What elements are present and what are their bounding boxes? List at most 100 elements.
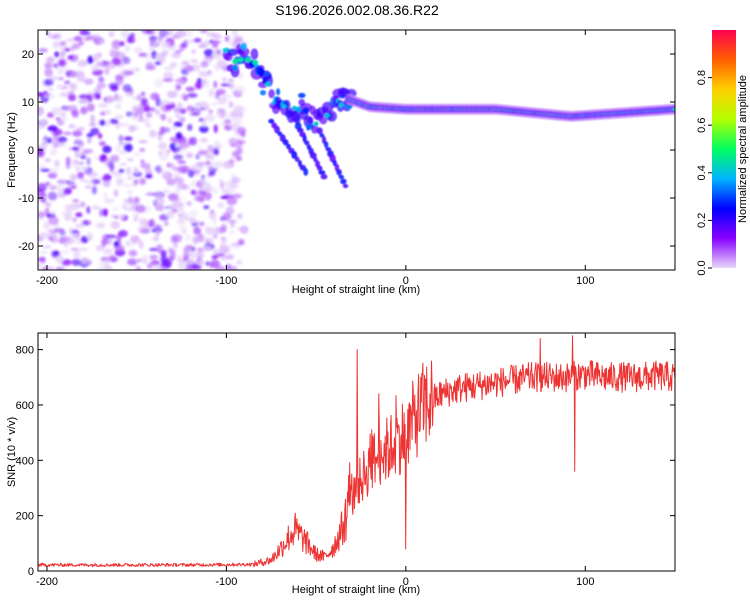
spectrogram-noise-blob: [163, 72, 174, 79]
spectrogram-noise-blob: [96, 82, 106, 89]
spectrogram-plot-area: [38, 30, 675, 270]
spectrogram-noise-blob: [194, 81, 204, 90]
spectrogram-noise-blob: [155, 165, 162, 174]
spectrogram-noise-blob: [47, 172, 58, 179]
spectrogram-noise-blob: [213, 80, 218, 89]
spectrogram-noise-blob: [78, 40, 84, 46]
spectrogram-noise-blob: [107, 238, 113, 245]
spectrogram-noise-blob: [55, 117, 61, 121]
spectrogram-noise-blob: [80, 201, 86, 208]
spectrogram-noise-blob: [115, 74, 124, 81]
spectrogram-noise-blob: [217, 96, 228, 105]
spectrogram-noise-blob: [69, 83, 76, 90]
spectrogram-noise-blob: [125, 45, 131, 52]
spectrogram-noise-blob: [166, 90, 178, 99]
spectrogram-noise-blob: [52, 40, 62, 47]
spectrogram-noise-blob: [102, 61, 111, 65]
spectrogram-noise-blob: [181, 70, 190, 76]
spectrogram-ridge-mark: [291, 151, 298, 159]
spectrogram-noise-blob: [211, 102, 219, 106]
spectrogram-noise-blob: [102, 179, 111, 188]
spectrogram-ridge-mark: [309, 152, 317, 159]
spectrogram-noise-blob: [149, 45, 155, 51]
spectrogram-y-ticks: -20 -10 0 10 20: [18, 49, 675, 253]
spectrogram-noise-blob: [57, 58, 68, 68]
spectrogram-noise-blob: [163, 220, 169, 227]
spectrogram-ridge-mark: [297, 127, 304, 133]
snr-x-label: Height of straight line (km): [292, 584, 420, 596]
spectrogram-noise-blob: [86, 206, 91, 214]
spectrogram-noise-blob: [105, 95, 115, 104]
spectrogram-noise-blob: [40, 168, 51, 172]
spectrogram-noise-blob: [110, 155, 120, 163]
spectrogram-noise-blob: [166, 210, 175, 219]
spectrogram-noise-blob: [52, 250, 60, 257]
spectrogram-noise-blob: [136, 118, 145, 123]
spectrogram-y-tick-label: 10: [22, 97, 34, 109]
spectrogram-y-tick-label: 0: [28, 145, 34, 157]
spectrogram-noise-blob: [125, 166, 132, 176]
spectrogram-noise-blob: [237, 213, 243, 220]
spectrogram-noise-blob: [50, 210, 56, 216]
spectrogram-noise-blob: [86, 231, 94, 241]
spectrogram-noise-blob: [133, 179, 139, 185]
spectrogram-noise-blob: [57, 76, 64, 81]
spectrogram-noise-blob: [179, 79, 186, 85]
spectrogram-noise-blob: [155, 229, 161, 236]
spectrogram-noise-blob: [78, 99, 89, 104]
spectrogram-noise-blob: [183, 251, 190, 259]
spectrogram-noise-blob: [60, 249, 70, 255]
spectrogram-noise-blob: [138, 177, 147, 185]
spectrogram-noise-blob: [126, 176, 134, 181]
spectrogram-noise-blob: [68, 124, 76, 129]
spectrogram-noise-blob: [184, 233, 192, 242]
spectrogram-noise-blob: [98, 208, 104, 217]
spectrogram-noise-blob: [185, 86, 195, 92]
spectrogram-noise-blob: [193, 38, 202, 43]
spectrogram-noise-blob: [217, 202, 225, 208]
spectrogram-noise-blob: [160, 113, 167, 121]
spectrogram-noise-blob: [76, 126, 85, 132]
spectrogram-noise-blob: [38, 92, 43, 97]
spectrogram-noise-blob: [213, 48, 221, 55]
spectrogram-noise-blob: [73, 35, 83, 42]
spectrogram-noise-blob: [177, 262, 187, 270]
spectrogram-noise-blob: [77, 61, 88, 68]
spectrogram-noise-blob: [213, 232, 218, 239]
spectrogram-noise-blob: [206, 70, 213, 75]
spectrogram-noise-blob: [48, 216, 59, 225]
spectrogram-noise-blob: [98, 133, 103, 139]
spectrogram-noise-blob: [72, 198, 80, 203]
spectrogram-noise-blob: [178, 116, 186, 123]
spectrogram-noise-blob: [39, 192, 47, 199]
spectrogram-noise-blob: [65, 37, 77, 43]
spectrogram-noise-blob: [173, 146, 182, 151]
spectrogram-noise-blob: [42, 118, 49, 127]
spectrogram-noise-blob: [187, 124, 193, 131]
spectrogram-ridge-mark: [303, 106, 310, 114]
spectrogram-y-tick-label: -10: [18, 193, 34, 205]
spectrogram-noise-blob: [90, 178, 101, 185]
spectrogram-noise-blob: [204, 191, 212, 201]
spectrogram-noise-blob: [118, 168, 125, 173]
spectrogram-noise-blob: [76, 203, 81, 209]
spectrogram-noise-blob: [231, 150, 239, 158]
spectrogram-noise-blob: [148, 92, 158, 100]
snr-y-tick-label: 400: [16, 455, 34, 467]
spectrogram-noise-blob: [190, 189, 197, 196]
spectrogram-noise-blob: [113, 189, 119, 197]
spectrogram-noise-blob: [237, 239, 245, 246]
colorbar-label: Normalized spectral amplitude: [737, 75, 749, 223]
spectrogram-noise-blob: [196, 249, 205, 259]
spectrogram-noise-blob: [142, 254, 148, 262]
spectrogram-noise-blob: [133, 167, 138, 174]
snr-x-tick-label: -100: [215, 576, 237, 588]
spectrogram-ridge-mark: [338, 174, 345, 179]
spectrogram-noise-blob: [231, 30, 238, 38]
spectrogram-noise-blob: [54, 159, 60, 168]
spectrogram-noise-blob: [59, 41, 67, 47]
spectrogram-noise-blob: [56, 83, 63, 90]
spectrogram-noise-blob: [135, 204, 146, 213]
spectrogram-noise-blob: [143, 117, 150, 126]
spectrogram-noise-blob: [209, 259, 221, 268]
